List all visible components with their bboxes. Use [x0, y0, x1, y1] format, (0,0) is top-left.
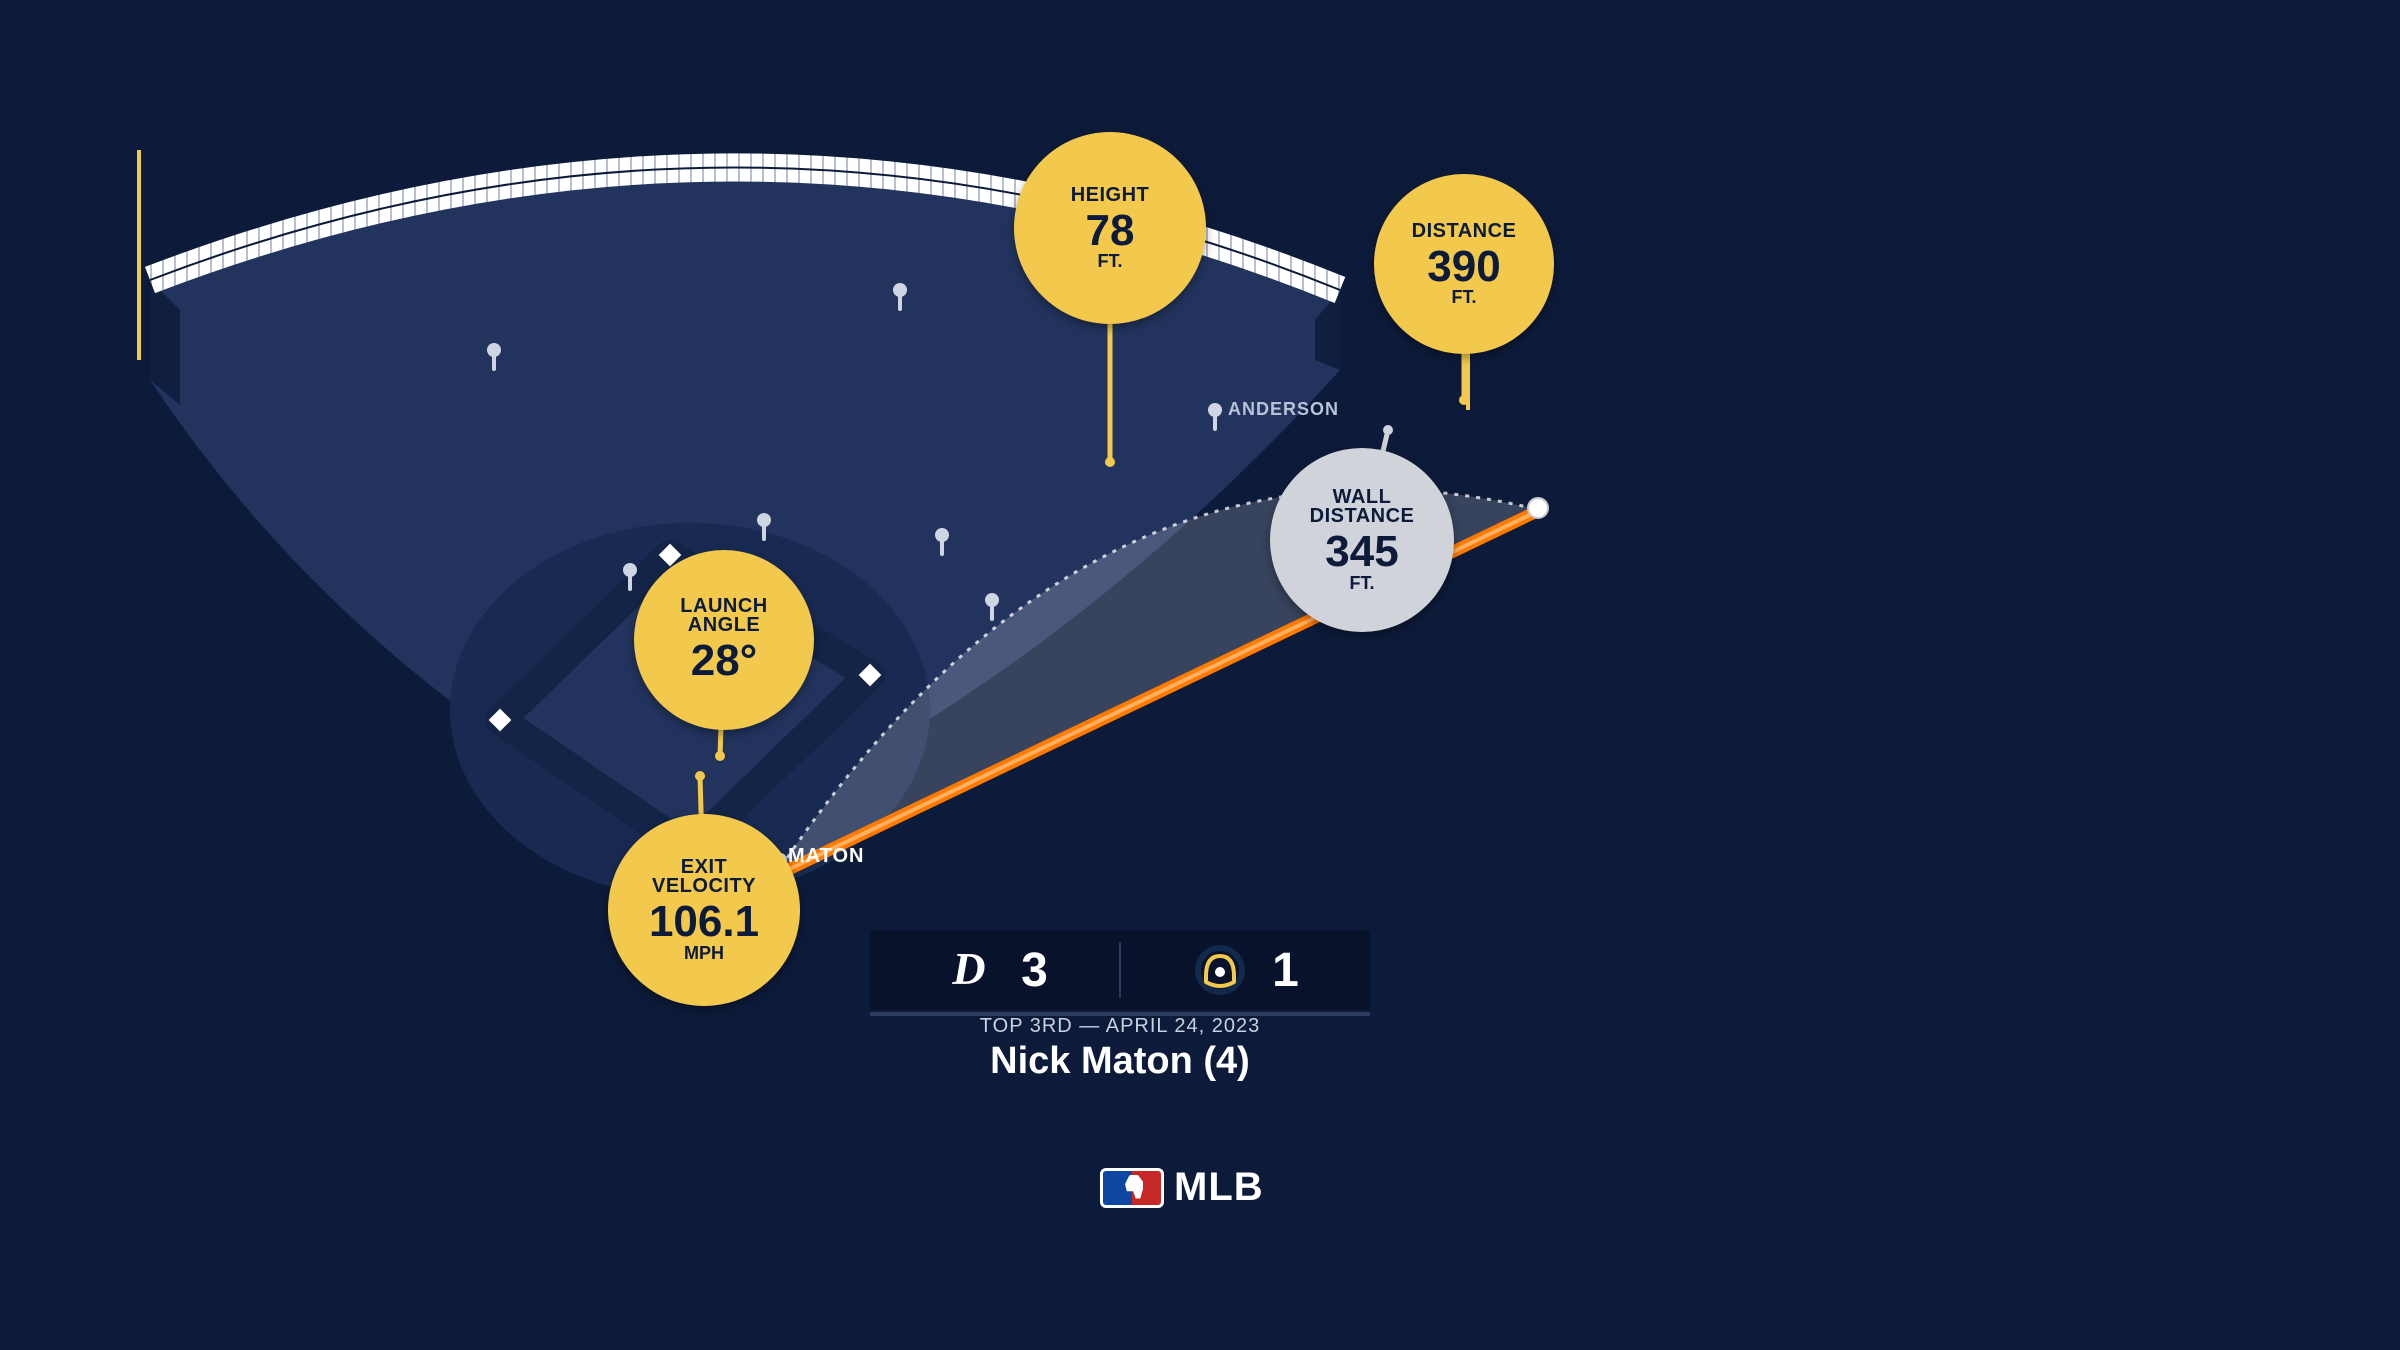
player-line: Nick Maton (4)	[820, 1040, 1420, 1083]
launch_angle-kicker2: ANGLE	[688, 615, 761, 636]
hr-tracker-stage: { "colors": { "background": "#0d1b3a", "…	[0, 0, 2400, 1350]
home-score: 1	[1272, 943, 1299, 998]
launch_angle-bubble: LAUNCHANGLE28°	[634, 550, 814, 730]
height-kicker: HEIGHT	[1071, 185, 1150, 206]
wall_distance-unit: FT.	[1350, 574, 1375, 593]
exit_velocity-bubble: EXITVELOCITY106.1MPH	[608, 814, 800, 1006]
exit_velocity-value: 106.1	[649, 899, 759, 945]
svg-text:D: D	[952, 943, 986, 994]
distance-kicker: DISTANCE	[1412, 221, 1517, 242]
fielder-pin	[487, 343, 501, 357]
wall_distance-kicker2: DISTANCE	[1310, 506, 1415, 527]
mlb-logo: MLB	[1100, 1165, 1264, 1210]
distance-bubble: DISTANCE390FT.	[1374, 174, 1554, 354]
wall_distance-value: 345	[1325, 529, 1398, 575]
fielder-pin	[623, 563, 637, 577]
away-score: 3	[1021, 943, 1048, 998]
fielder-pin: ANDERSON	[1208, 403, 1222, 417]
exit_velocity-kicker2: VELOCITY	[652, 876, 756, 897]
foul-pole-left	[137, 150, 141, 360]
batter-label: MATON	[788, 845, 864, 868]
fielder-pin	[757, 513, 771, 527]
wall_distance-bubble: WALLDISTANCE345FT.	[1270, 448, 1454, 632]
scoreboard-caption: TOP 3RD — APRIL 24, 2023 Nick Maton (4)	[820, 1015, 1420, 1083]
fielder-pin	[893, 283, 907, 297]
scoreboard: D 3 1	[870, 930, 1370, 1010]
landing-ball	[1528, 498, 1548, 518]
exit_velocity-unit: MPH	[684, 944, 724, 963]
distance-unit: FT.	[1452, 288, 1477, 307]
fielder-pin	[935, 528, 949, 542]
distance-value: 390	[1427, 244, 1500, 290]
game-situation: TOP 3RD — APRIL 24, 2023	[820, 1015, 1420, 1038]
mlb-wordmark: MLB	[1174, 1165, 1264, 1210]
fielder-label: ANDERSON	[1228, 399, 1339, 420]
height-value: 78	[1086, 208, 1135, 254]
away-team-logo: D	[941, 942, 997, 998]
fielder-pin	[985, 593, 999, 607]
scoreboard-home: 1	[1121, 930, 1370, 1010]
height-unit: FT.	[1098, 252, 1123, 271]
mlb-silhouette-icon	[1100, 1168, 1164, 1208]
height-bubble: HEIGHT78FT.	[1014, 132, 1206, 324]
scoreboard-away: D 3	[870, 930, 1119, 1010]
home-team-logo	[1192, 942, 1248, 998]
launch_angle-value: 28°	[691, 638, 758, 684]
